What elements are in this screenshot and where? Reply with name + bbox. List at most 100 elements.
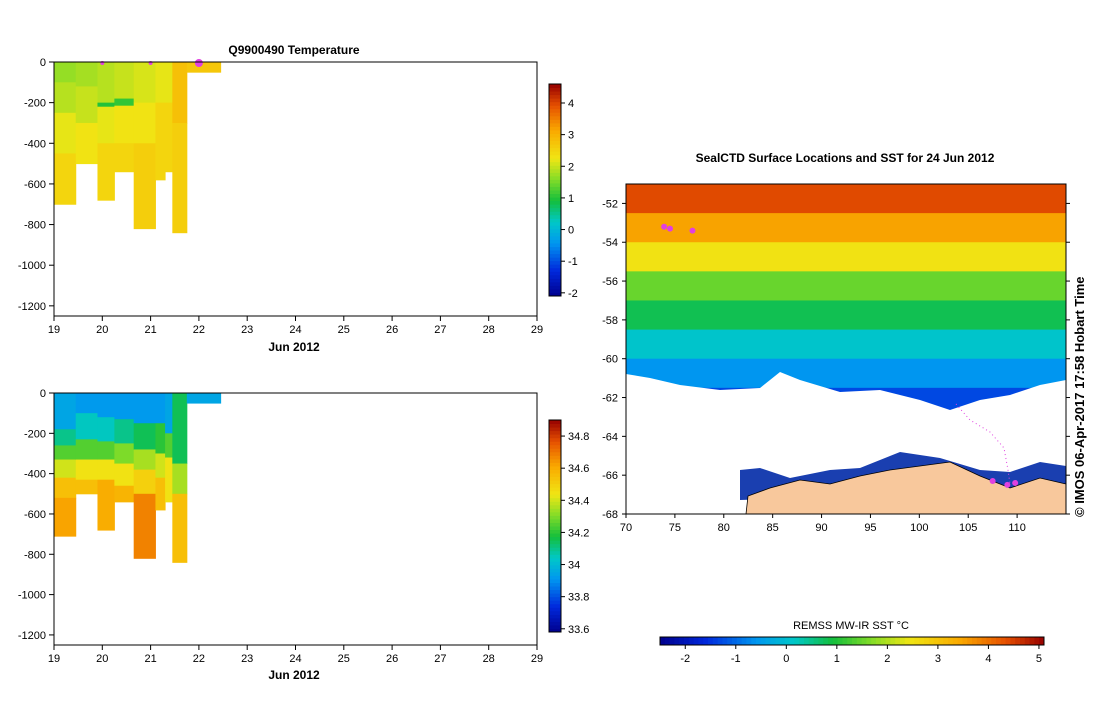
sal-cells-cell-2-3 <box>97 459 115 481</box>
sst-band <box>626 300 1066 331</box>
y-tick-label: -1200 <box>18 301 46 313</box>
colorbar-segment <box>549 235 561 240</box>
sst-colorbar-frame <box>659 636 1045 646</box>
colorbar-segment <box>549 547 561 552</box>
sal-cells-cell-0-4 <box>54 477 77 499</box>
sst-colorbar-segment <box>981 637 987 645</box>
sst-colorbar-segment <box>804 637 810 645</box>
antarctic-land <box>745 461 1066 514</box>
temperature-x-ticks: 19 20 21 22 23 24 25 26 27 28 29 <box>48 316 543 336</box>
map-x-tick-label: 85 <box>767 522 779 534</box>
colorbar-segment <box>549 455 561 460</box>
temperature-y-ticks: 0 -200 -400 -600 -800 -1000 -1200 <box>18 57 54 313</box>
sst-colorbar-segment <box>885 637 891 645</box>
sst-band <box>626 271 1066 301</box>
colorbar-segment <box>549 250 561 255</box>
seal-location-point <box>1012 479 1019 486</box>
colorbar-segment <box>549 285 561 290</box>
y-tick-label: -1000 <box>18 590 46 602</box>
sst-colorbar-segment <box>818 637 824 645</box>
map-x-tick-label: 70 <box>620 522 632 534</box>
sst-colorbar-segment <box>924 637 930 645</box>
colorbar-segment <box>549 190 561 195</box>
sst-colorbar-segment <box>928 637 935 645</box>
colorbar-tick-label: -2 <box>568 288 578 300</box>
colorbar-segment <box>549 87 561 92</box>
sst-colorbar-segment <box>895 637 901 645</box>
sst-colorbar-segment <box>957 637 963 645</box>
colorbar-segment <box>549 271 561 276</box>
colorbar-segment <box>549 278 561 283</box>
sst-colorbar-segment <box>708 637 714 645</box>
map-area <box>626 184 1066 514</box>
sst-band <box>626 329 1066 360</box>
map-x-tick-label: 95 <box>864 522 876 534</box>
temperature-cells <box>54 62 222 234</box>
colorbar-segment <box>549 508 561 513</box>
colorbar-tick-label: 34.2 <box>568 527 589 539</box>
colorbar-segment <box>549 281 561 286</box>
y-tick-label: -600 <box>24 509 46 521</box>
colorbar-segment <box>549 603 561 608</box>
sst-colorbar-segment <box>684 637 690 645</box>
colorbar-tick-label: 34.4 <box>568 495 589 507</box>
colorbar-tick-label: 0 <box>568 225 574 237</box>
colorbar-segment <box>549 112 561 117</box>
map-y-tick-label: -54 <box>602 237 618 249</box>
sal-cells-cell-1-0 <box>75 393 98 414</box>
sal-cells-cell-3-4 <box>114 485 135 503</box>
sal-cells-cell-2-0 <box>97 393 115 418</box>
seal-location-point <box>1004 481 1011 488</box>
sal-cells-cell-4-1 <box>133 423 156 450</box>
sst-colorbar-segment <box>976 637 983 645</box>
sst-colorbar-segment <box>660 637 666 645</box>
sst-colorbar-segment <box>986 637 992 645</box>
temp-cells-cell-3-3 <box>114 143 135 173</box>
sal-cells-cell-5-2 <box>155 453 166 479</box>
sst-colorbar-segment <box>837 637 843 645</box>
sal-cells-cell-4-3 <box>133 469 156 495</box>
sst-colorbar-segment <box>847 637 853 645</box>
temp-cells-cell-7-1 <box>172 122 188 234</box>
sst-colorbar-tick-label: 4 <box>985 653 991 665</box>
x-tick-label: 20 <box>96 653 108 665</box>
sst-colorbar-segment <box>760 637 767 645</box>
colorbar-segment <box>549 600 561 605</box>
x-tick-label: 24 <box>289 653 301 665</box>
colorbar-frame <box>548 419 562 633</box>
colorbar-segment <box>549 158 561 163</box>
colorbar-segment <box>549 437 561 442</box>
sst-colorbar-segment <box>861 637 867 645</box>
colorbar-segment <box>549 536 561 541</box>
colorbar-segment <box>549 115 561 120</box>
temp-cells-cell-6-1 <box>165 102 173 173</box>
sal-cells-cell-0-5 <box>54 497 77 537</box>
sst-colorbar-segment <box>712 637 719 645</box>
map-title: SealCTD Surface Locations and SST for 24… <box>696 151 995 165</box>
temp-cells-cell-4-2 <box>133 143 156 230</box>
colorbar-segment <box>549 434 561 439</box>
sal-cells-cell-3-1 <box>114 419 135 444</box>
colorbar-segment <box>549 465 561 470</box>
colorbar-segment <box>549 292 561 297</box>
colorbar-segment <box>549 94 561 99</box>
salinity-y-ticks: 0 -200 -400 -600 -800 -1000 -1200 <box>18 388 54 642</box>
copyright-text: © IMOS 06-Apr-2017 17:58 Hobart Time <box>1072 276 1087 517</box>
y-tick-label: -800 <box>24 549 46 561</box>
sal-cells-cell-1-1 <box>75 413 98 440</box>
map-y-ticks: -52 -54 -56 -58 -60 -62 -64 -66 -68 <box>602 198 1070 521</box>
temp-cells-cell-0-1 <box>54 82 77 114</box>
sst-colorbar-segment <box>1000 637 1007 645</box>
sst-colorbar-segment <box>736 637 743 645</box>
colorbar-segment <box>549 529 561 534</box>
sal-cells-cell-4-4 <box>133 493 156 559</box>
colorbar-segment <box>549 610 561 615</box>
x-tick-label: 28 <box>483 653 495 665</box>
colorbar-segment <box>549 518 561 523</box>
colorbar-segment <box>549 607 561 612</box>
sst-colorbar-segment <box>866 637 872 645</box>
x-tick-label: 19 <box>48 653 60 665</box>
sal-cells-cell-2-2 <box>97 441 115 461</box>
sst-colorbar-segment <box>722 637 728 645</box>
sst-colorbar-segment <box>756 637 762 645</box>
